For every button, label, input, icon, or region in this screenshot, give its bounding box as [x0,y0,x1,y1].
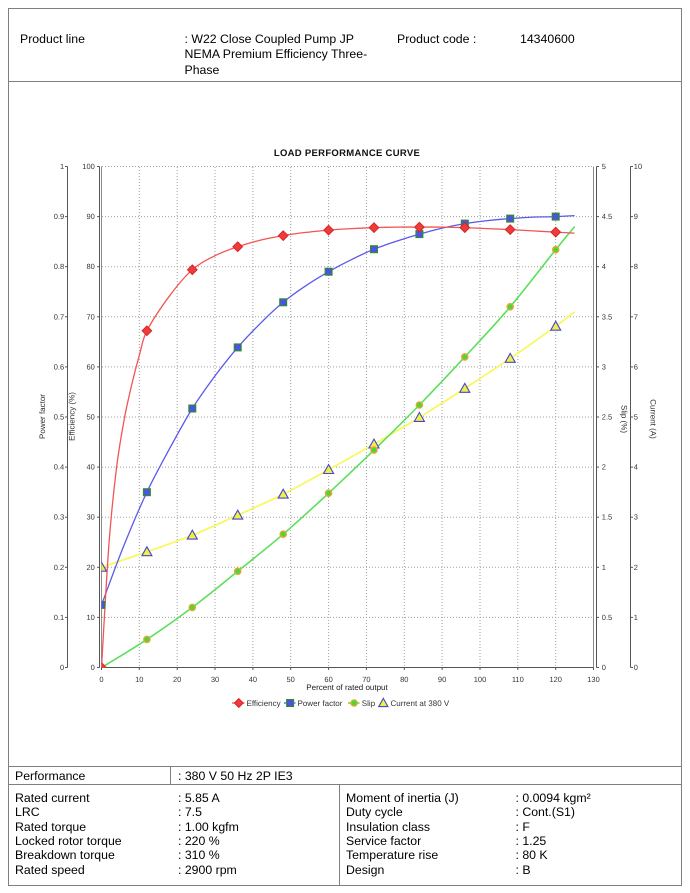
svg-text:60: 60 [86,362,94,371]
svg-text:20: 20 [173,675,181,684]
svg-text:10: 10 [634,162,642,171]
svg-text:0: 0 [634,663,638,672]
svg-text:Power factor: Power factor [38,394,47,439]
svg-text:0.5: 0.5 [602,613,612,622]
svg-text:3.5: 3.5 [602,312,612,321]
svg-text:0.1: 0.1 [54,613,64,622]
svg-text:1: 1 [602,563,606,572]
svg-text:90: 90 [86,212,94,221]
svg-text:4.5: 4.5 [602,212,612,221]
svg-text:1.5: 1.5 [602,513,612,522]
svg-text:3: 3 [602,362,606,371]
svg-text:0.4: 0.4 [54,463,64,472]
svg-text:30: 30 [86,513,94,522]
svg-text:20: 20 [86,563,94,572]
svg-text:LOAD PERFORMANCE CURVE: LOAD PERFORMANCE CURVE [274,148,420,159]
svg-text:130: 130 [587,675,600,684]
svg-text:Efficiency (%): Efficiency (%) [68,392,77,441]
svg-text:70: 70 [86,312,94,321]
svg-text:9: 9 [634,212,638,221]
svg-text:2.5: 2.5 [602,413,612,422]
svg-text:7: 7 [634,312,638,321]
svg-text:40: 40 [249,675,257,684]
svg-text:1: 1 [634,613,638,622]
svg-text:6: 6 [634,362,638,371]
svg-text:8: 8 [634,262,638,271]
svg-text:4: 4 [602,262,606,271]
svg-text:2: 2 [634,563,638,572]
svg-text:0.5: 0.5 [54,413,64,422]
svg-text:Power factor: Power factor [298,699,343,708]
svg-text:100: 100 [82,162,95,171]
svg-text:0.2: 0.2 [54,563,64,572]
svg-text:50: 50 [86,413,94,422]
svg-text:80: 80 [400,675,408,684]
svg-text:10: 10 [86,613,94,622]
svg-text:0.9: 0.9 [54,212,64,221]
svg-text:2: 2 [602,463,606,472]
svg-text:Slip: Slip [362,699,376,708]
svg-text:80: 80 [86,262,94,271]
svg-text:70: 70 [362,675,370,684]
svg-text:10: 10 [135,675,143,684]
svg-text:0: 0 [99,675,103,684]
svg-text:0.8: 0.8 [54,262,64,271]
svg-text:90: 90 [438,675,446,684]
svg-text:0: 0 [60,663,64,672]
svg-text:Efficiency: Efficiency [247,699,281,708]
svg-text:4: 4 [634,463,638,472]
svg-text:5: 5 [634,413,638,422]
svg-text:0.6: 0.6 [54,362,64,371]
svg-text:3: 3 [634,513,638,522]
svg-text:0: 0 [602,663,606,672]
svg-text:0.3: 0.3 [54,513,64,522]
svg-text:1: 1 [60,162,64,171]
svg-text:110: 110 [512,675,524,684]
svg-text:60: 60 [324,675,332,684]
svg-text:0.7: 0.7 [54,312,64,321]
svg-text:30: 30 [211,675,219,684]
svg-text:Current at 380 V: Current at 380 V [391,699,450,708]
svg-text:Current (A): Current (A) [649,399,658,439]
svg-text:40: 40 [86,463,94,472]
svg-text:100: 100 [474,675,487,684]
svg-text:50: 50 [287,675,295,684]
svg-text:Slip (%): Slip (%) [620,405,629,433]
svg-text:0: 0 [91,663,95,672]
svg-text:120: 120 [549,675,562,684]
svg-text:Percent of rated output: Percent of rated output [306,683,388,692]
svg-text:5: 5 [602,162,606,171]
